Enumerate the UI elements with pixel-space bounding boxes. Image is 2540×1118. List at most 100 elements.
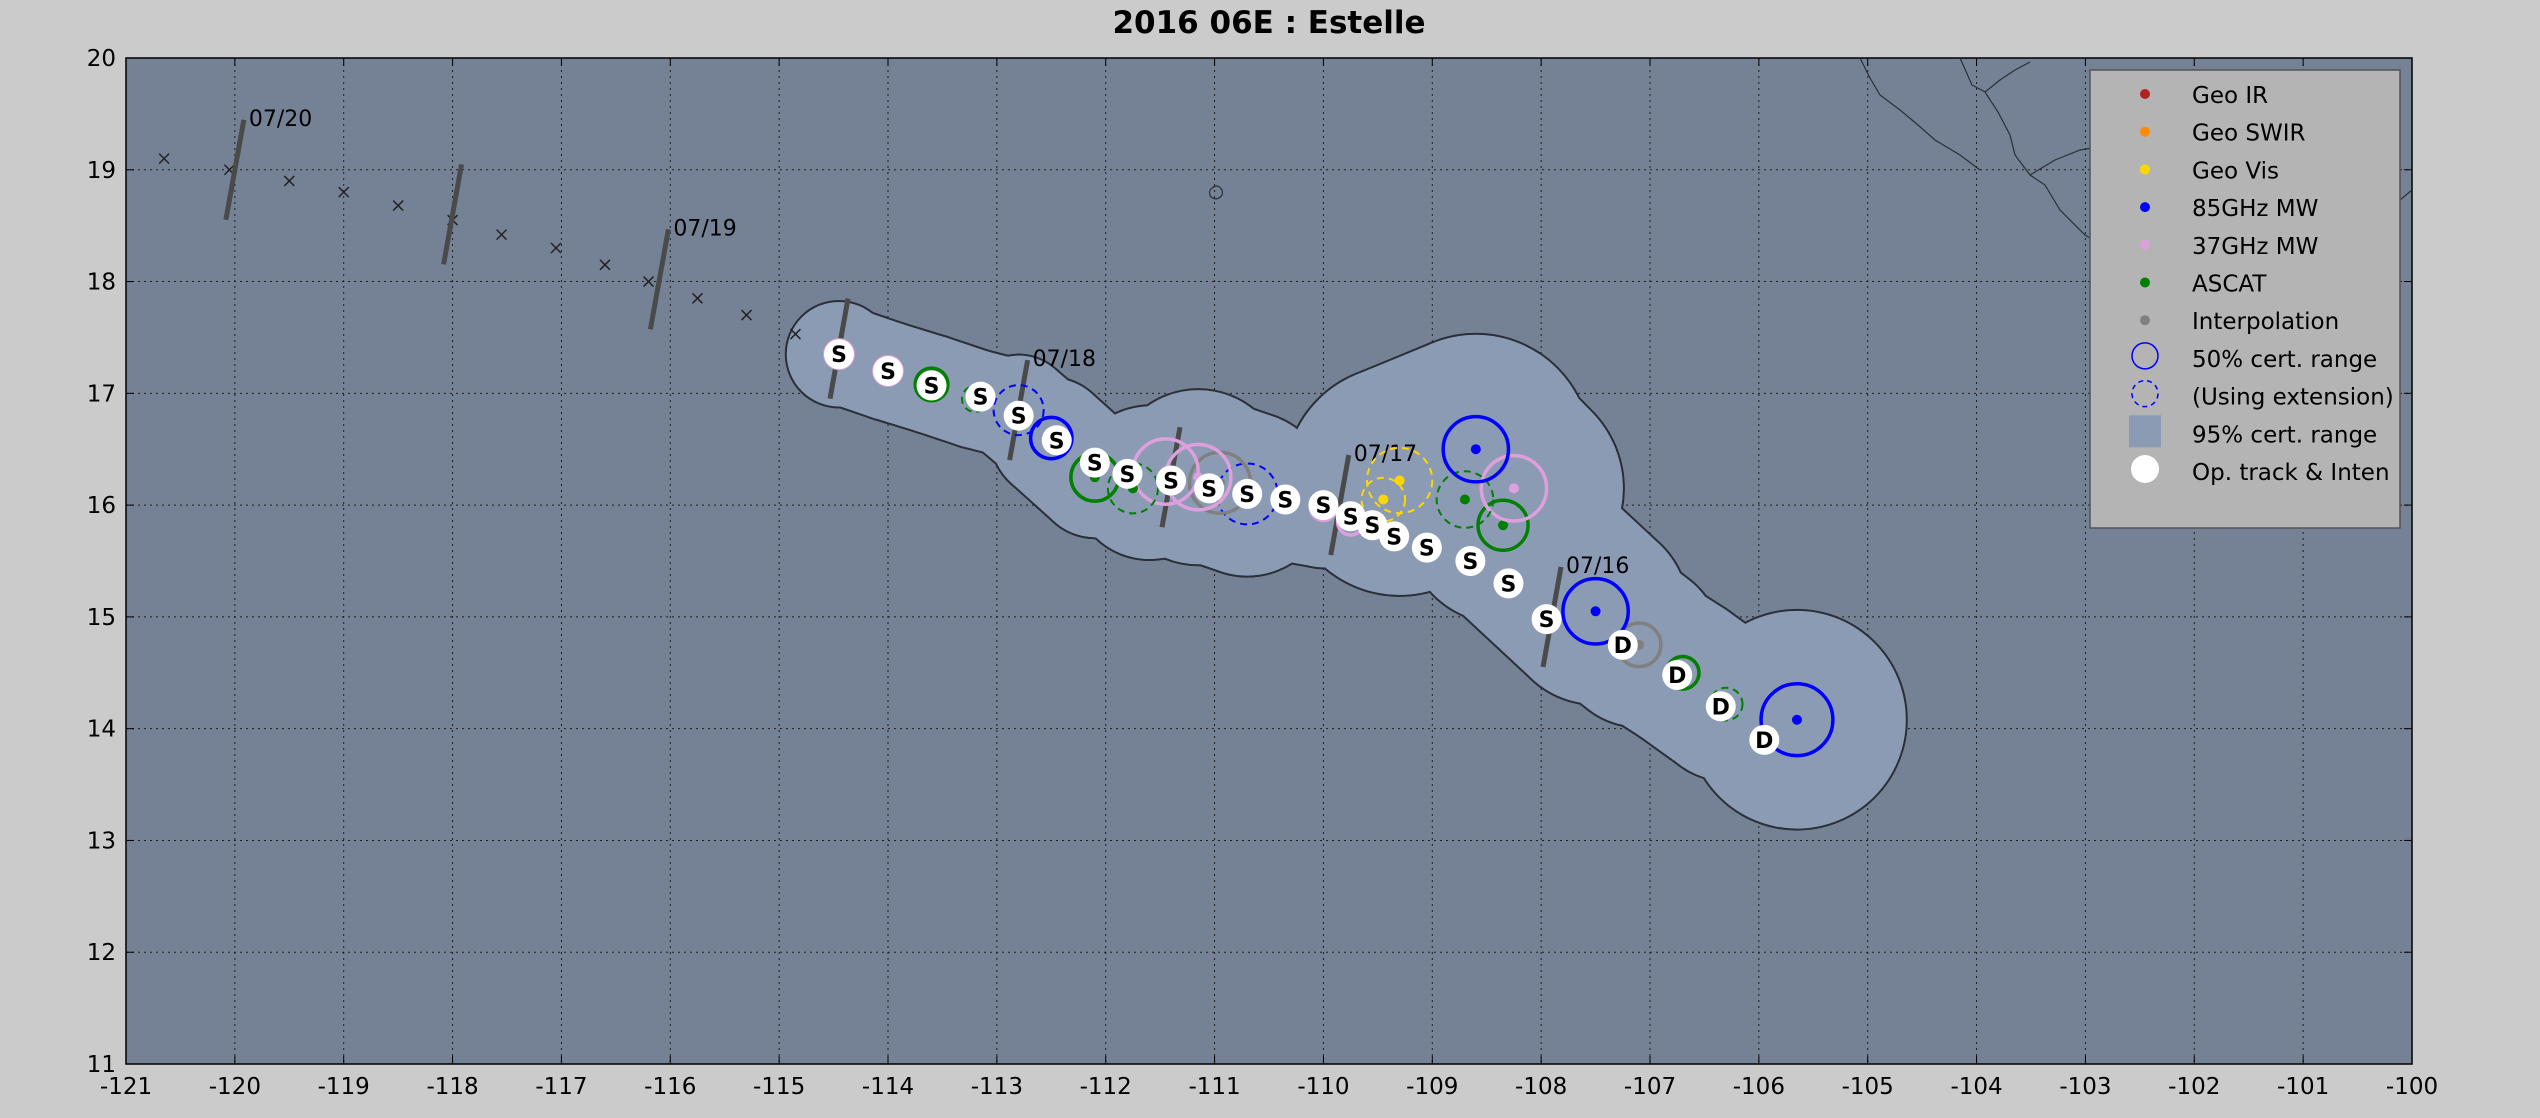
y-tick-label: 11 bbox=[87, 1052, 116, 1078]
legend-swatch-dot bbox=[2140, 315, 2150, 326]
fix-certainty-circle bbox=[1360, 476, 1407, 523]
op-track-point bbox=[824, 339, 855, 370]
intensity-label: S bbox=[1419, 537, 1435, 562]
fix-certainty-circle bbox=[913, 366, 950, 403]
op-track-point bbox=[1607, 629, 1638, 660]
forecast-point bbox=[642, 276, 655, 288]
forecast-point bbox=[691, 292, 704, 304]
fix-point bbox=[1590, 606, 1601, 617]
forecast-point bbox=[789, 328, 802, 340]
intensity-label: S bbox=[1315, 494, 1331, 519]
legend-label: 37GHz MW bbox=[2192, 234, 2318, 260]
x-tick-label: -109 bbox=[1406, 1074, 1458, 1100]
legend-label: 50% cert. range bbox=[2192, 347, 2377, 373]
op-track-point bbox=[1455, 546, 1486, 576]
fix-point bbox=[1378, 494, 1389, 505]
op-track-point bbox=[1749, 724, 1780, 755]
op-track-point bbox=[1194, 473, 1225, 504]
y-tick-label: 19 bbox=[87, 158, 116, 184]
intensity-label: S bbox=[924, 375, 940, 400]
y-tick-label: 13 bbox=[87, 828, 116, 854]
intensity-label: S bbox=[1386, 525, 1402, 550]
legend-swatch-whitedot bbox=[2131, 455, 2159, 483]
fix-point bbox=[1498, 520, 1509, 531]
fix-certainty-circle bbox=[1435, 470, 1495, 529]
fix-point bbox=[1459, 494, 1470, 505]
fix-point bbox=[1470, 444, 1481, 455]
op-track-point bbox=[1335, 501, 1366, 532]
intensity-label: S bbox=[1343, 505, 1359, 530]
forecast-track bbox=[158, 153, 802, 340]
intensity-label: S bbox=[1201, 477, 1217, 502]
legend-label: ASCAT bbox=[2192, 272, 2267, 298]
op-track-point bbox=[1662, 660, 1693, 691]
op-track-point bbox=[1079, 447, 1110, 478]
legend-swatch-dot bbox=[2140, 239, 2150, 250]
legend: Geo IR Geo SWIR Geo Vis 85GHz MW 37GHz MW ASC… bbox=[2089, 69, 2401, 529]
legend-swatch-dashed bbox=[2131, 379, 2159, 408]
x-tick-label: -121 bbox=[100, 1074, 152, 1100]
intensity-label: S bbox=[1239, 483, 1255, 508]
y-tick-label: 18 bbox=[87, 270, 116, 296]
fix-certainty-circle bbox=[1479, 453, 1549, 523]
x-tick-label: -113 bbox=[971, 1074, 1023, 1100]
x-tick-label: -119 bbox=[318, 1074, 370, 1100]
forecast-point bbox=[740, 309, 753, 321]
x-tick-label: -100 bbox=[2386, 1074, 2438, 1100]
op-track-point bbox=[1270, 484, 1301, 515]
op-track-point bbox=[1531, 604, 1562, 635]
legend-label: Geo SWIR bbox=[2192, 121, 2305, 147]
fix-certainty-circle bbox=[1759, 682, 1835, 758]
forecast-point bbox=[550, 242, 562, 254]
intensity-label: D bbox=[1614, 634, 1632, 659]
forecast-point bbox=[158, 153, 170, 165]
legend-swatch-dot bbox=[2140, 164, 2150, 175]
x-tick-label: -116 bbox=[644, 1074, 696, 1100]
date-mark-bar bbox=[647, 228, 671, 330]
x-tick-label: -111 bbox=[1188, 1074, 1240, 1100]
op-track-point bbox=[1705, 691, 1736, 722]
y-tick-label: 20 bbox=[87, 46, 116, 72]
x-axis-ticks: -121 -120 -119 -118 -117 -116 -115 -114 -113 -112… bbox=[100, 58, 2438, 1100]
intensity-label: S bbox=[1501, 572, 1517, 597]
y-axis-ticks: 11 12 13 14 15 16 17 18 19 20 bbox=[87, 46, 2412, 1078]
legend-swatch-circle bbox=[2131, 342, 2159, 370]
y-tick-label: 12 bbox=[87, 940, 116, 966]
intensity-label: S bbox=[1277, 489, 1293, 514]
date-label: 07/16 bbox=[1566, 554, 1629, 579]
date-mark-bar bbox=[1328, 454, 1352, 556]
intensity-label: S bbox=[831, 343, 847, 368]
intensity-label: D bbox=[1712, 695, 1730, 720]
x-tick-label: -104 bbox=[1950, 1074, 2002, 1100]
intensity-label: S bbox=[1087, 452, 1103, 477]
x-tick-label: -118 bbox=[426, 1074, 478, 1100]
forecast-point bbox=[599, 259, 611, 271]
forecast-point bbox=[283, 175, 295, 187]
x-tick-label: -103 bbox=[2059, 1074, 2111, 1100]
fix-certainty-circle bbox=[1441, 414, 1511, 484]
fix-certainty-circle bbox=[1106, 462, 1159, 515]
intensity-label: S bbox=[973, 386, 989, 411]
intensity-label: S bbox=[1364, 514, 1380, 539]
legend-label: Op. track & Inten bbox=[2192, 460, 2390, 486]
op-track-point bbox=[873, 355, 903, 386]
fix-certainty-circle bbox=[1561, 576, 1630, 646]
legend-label: 85GHz MW bbox=[2192, 196, 2318, 222]
legend-box bbox=[2089, 69, 2401, 529]
legend-swatch-dot bbox=[2140, 202, 2150, 213]
op-track-point bbox=[1003, 400, 1034, 431]
date-label: 07/18 bbox=[1033, 347, 1096, 372]
x-tick-label: -107 bbox=[1624, 1074, 1676, 1100]
fix-point bbox=[1508, 483, 1519, 494]
intensity-label: S bbox=[1049, 429, 1065, 454]
forecast-point bbox=[338, 186, 350, 198]
op-track-point bbox=[1411, 532, 1442, 563]
op-track-point bbox=[1493, 568, 1524, 599]
legend-swatch-dot bbox=[2140, 126, 2150, 137]
fix-point bbox=[1791, 714, 1802, 725]
forecast-point bbox=[496, 229, 508, 241]
x-tick-label: -110 bbox=[1297, 1074, 1349, 1100]
date-marks: 07/20 07/19 07/18 07/17 07/16 bbox=[223, 107, 1629, 668]
